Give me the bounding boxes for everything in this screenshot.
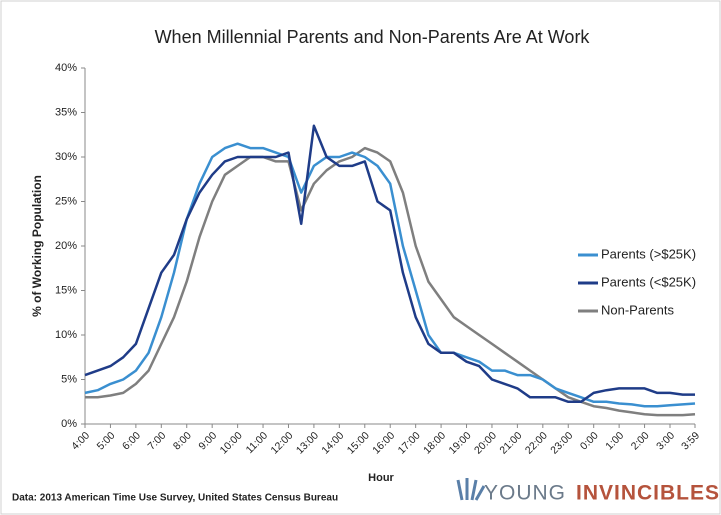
y-tick-label: 20% [55, 240, 77, 252]
y-tick-label: 35% [55, 106, 77, 118]
y-tick-label: 0% [61, 418, 77, 430]
x-axis-label: Hour [368, 472, 394, 484]
y-tick-label: 25% [55, 195, 77, 207]
y-tick-label: 30% [55, 151, 77, 163]
y-tick-label: 40% [55, 62, 77, 74]
series-line [84, 124, 695, 404]
series-line [85, 146, 696, 417]
logo-word: YOUNG [484, 482, 566, 505]
y-tick-label: 15% [55, 284, 77, 296]
legend-label: Non-Parents [601, 302, 674, 317]
legend-label: Parents (<$25K) [601, 274, 696, 289]
source: Data: 2013 American Time Use Survey, Uni… [12, 493, 338, 504]
chart-title: When Millennial Parents and Non-Parents … [155, 27, 591, 47]
legend-label: Parents (>$25K) [601, 246, 696, 261]
logo-icon [456, 478, 486, 501]
y-tick-label: 5% [61, 373, 77, 385]
y-axis-label: % of Working Population [30, 175, 44, 317]
y-tick-label: 10% [55, 329, 77, 341]
logo-word: INVINCIBLES [576, 482, 720, 505]
